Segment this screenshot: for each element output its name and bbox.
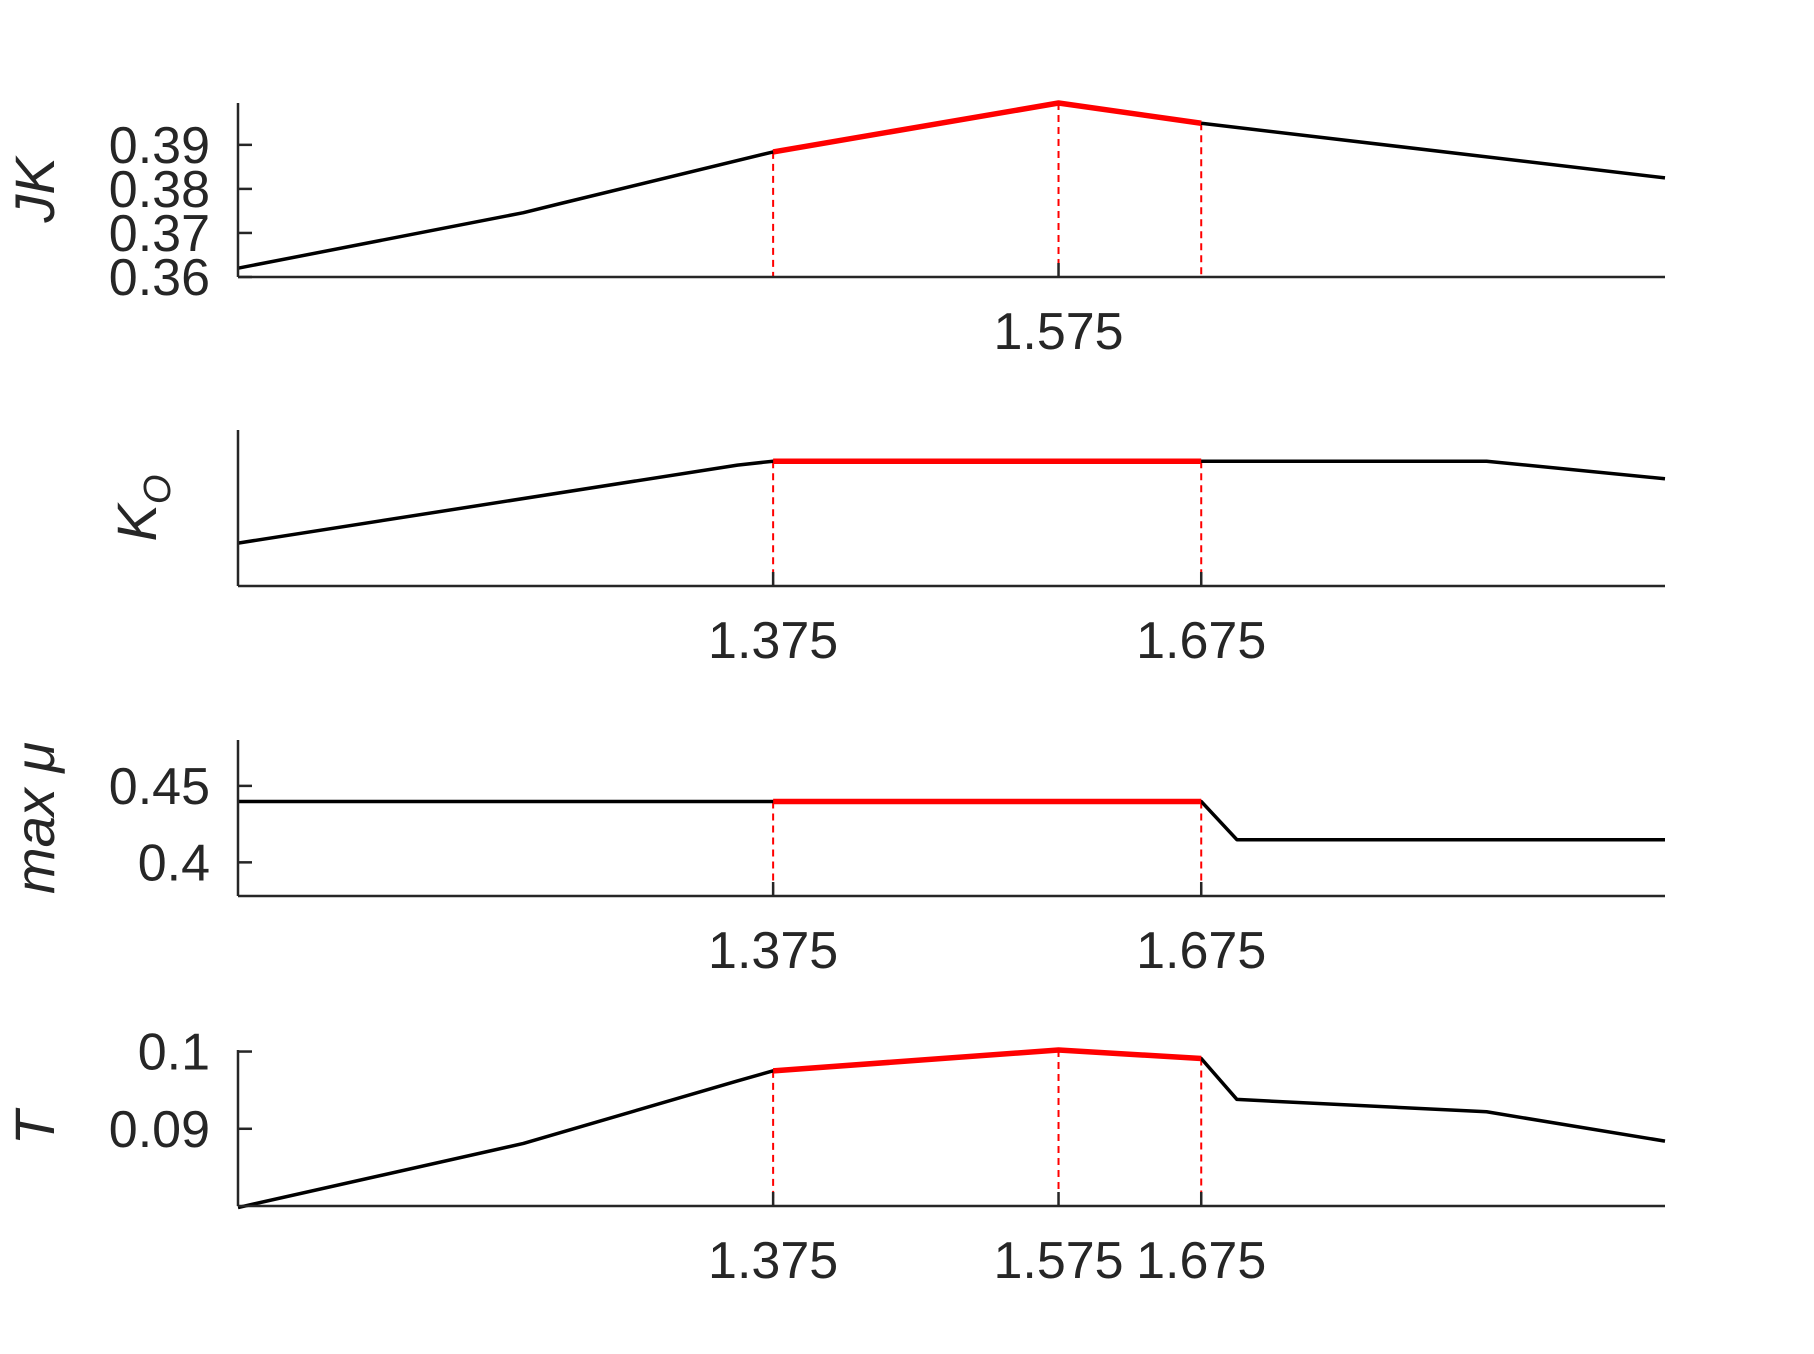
y-tick-label: 0.45 xyxy=(109,758,210,816)
x-tick-label: 1.375 xyxy=(708,612,838,670)
y-axis-label-main: K xyxy=(105,501,168,541)
panel-1: 0.360.370.380.39 1.575 JK xyxy=(3,100,1666,361)
x-tick-label: 1.575 xyxy=(993,1232,1123,1290)
x-tick-label: 1.675 xyxy=(1136,922,1266,980)
y-tick-label: 0.36 xyxy=(109,249,210,307)
y-tick-label: 0.1 xyxy=(138,1024,210,1082)
y-tick-label: 0.39 xyxy=(109,117,210,175)
y-tick-label: 0.38 xyxy=(109,161,210,219)
x-tick-label: 1.675 xyxy=(1136,1232,1266,1290)
y-tick-label: 0.4 xyxy=(138,834,210,892)
series-line-1 xyxy=(237,1048,1666,1210)
series-line-1 xyxy=(237,459,1666,545)
y-axis-label: KO xyxy=(105,475,179,542)
x-tick-label: 1.675 xyxy=(1136,612,1266,670)
y-tick-label: 0.09 xyxy=(109,1101,210,1159)
y-axis-label: T xyxy=(3,1107,66,1145)
x-tick-label: 1.375 xyxy=(708,1232,838,1290)
y-axis-label-subscript: O xyxy=(137,475,179,505)
x-tick-label: 1.375 xyxy=(708,922,838,980)
panel-3: 0.4 0.45 1.375 1.675 max μ xyxy=(3,740,1665,980)
series-line-1 xyxy=(238,799,1665,842)
y-axis-label: JK xyxy=(3,155,66,224)
y-axis-label: max μ xyxy=(3,742,66,894)
y-tick-label: 0.37 xyxy=(109,205,210,263)
panel-4: 0.09 0.1 1.375 1.575 1.675 T xyxy=(3,1024,1666,1290)
series-line-1 xyxy=(237,101,1666,270)
highlight-segment xyxy=(772,1047,1202,1074)
highlight-segment xyxy=(772,100,1202,155)
x-tick-label: 1.575 xyxy=(993,303,1123,361)
panel-2: 1.375 1.675 KO xyxy=(105,430,1666,670)
